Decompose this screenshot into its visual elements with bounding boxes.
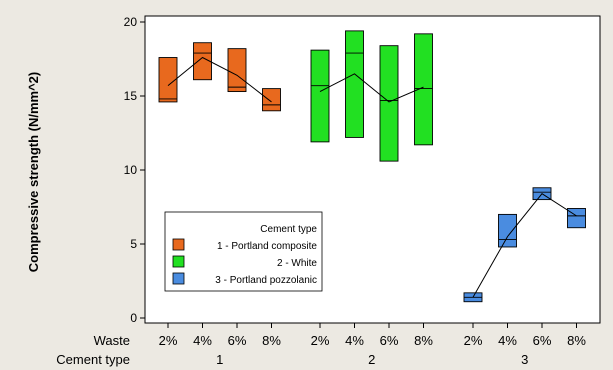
waste-tick-label: 4% — [193, 333, 212, 348]
box — [379, 45, 399, 162]
mean-line — [319, 73, 424, 103]
legend: Cement type 1 - Portland composite 2 - Wh… — [164, 211, 323, 292]
box — [158, 57, 178, 103]
y-tick-label: 15 — [124, 89, 138, 103]
y-tick-label: 20 — [124, 15, 138, 29]
box — [310, 49, 330, 143]
box-plot-series — [158, 30, 586, 303]
legend-entry-label: 1 - Portland composite — [217, 241, 317, 252]
y-axis-label: Compressive strength (N/mm^2) — [26, 72, 41, 272]
waste-tick-label: 8% — [262, 333, 281, 348]
box — [262, 88, 281, 112]
mean-line — [167, 56, 272, 103]
legend-swatch — [172, 255, 185, 268]
cement-type-label: 3 — [521, 352, 528, 367]
x-axis: 2% 4% 6% 8% 1 2% 4% 6% 8% 2 2% 4% 6% 8% 3 — [159, 323, 586, 367]
row-label-cement-type: Cement type — [56, 352, 130, 367]
waste-tick-label: 4% — [345, 333, 364, 348]
waste-tick-label: 2% — [159, 333, 178, 348]
mean-line — [472, 193, 577, 298]
legend-swatch — [172, 238, 185, 251]
legend-swatch — [172, 272, 185, 285]
y-tick-label: 0 — [130, 311, 137, 325]
box — [345, 30, 364, 138]
box — [498, 213, 517, 248]
cement-type-label: 1 — [216, 352, 223, 367]
legend-entry-label: 2 - White — [277, 258, 317, 269]
box — [414, 33, 433, 146]
waste-tick-label: 6% — [380, 333, 399, 348]
legend-title: Cement type — [260, 224, 317, 235]
box — [193, 42, 212, 81]
waste-tick-label: 6% — [228, 333, 247, 348]
y-axis: 0 5 10 15 20 — [124, 15, 145, 325]
waste-tick-label: 2% — [464, 333, 483, 348]
waste-tick-label: 8% — [414, 333, 433, 348]
waste-tick-label: 8% — [567, 333, 586, 348]
box — [227, 48, 247, 93]
legend-frame — [164, 211, 323, 292]
legend-entry-label: 3 - Portland pozzolanic — [215, 275, 317, 286]
y-tick-label: 10 — [124, 163, 138, 177]
y-tick-label: 5 — [130, 237, 137, 251]
waste-tick-label: 2% — [311, 333, 330, 348]
mean-connect-lines — [167, 56, 577, 298]
waste-tick-label: 6% — [533, 333, 552, 348]
row-label-waste: Waste — [94, 333, 130, 348]
waste-tick-label: 4% — [498, 333, 517, 348]
cement-type-label: 2 — [368, 352, 375, 367]
